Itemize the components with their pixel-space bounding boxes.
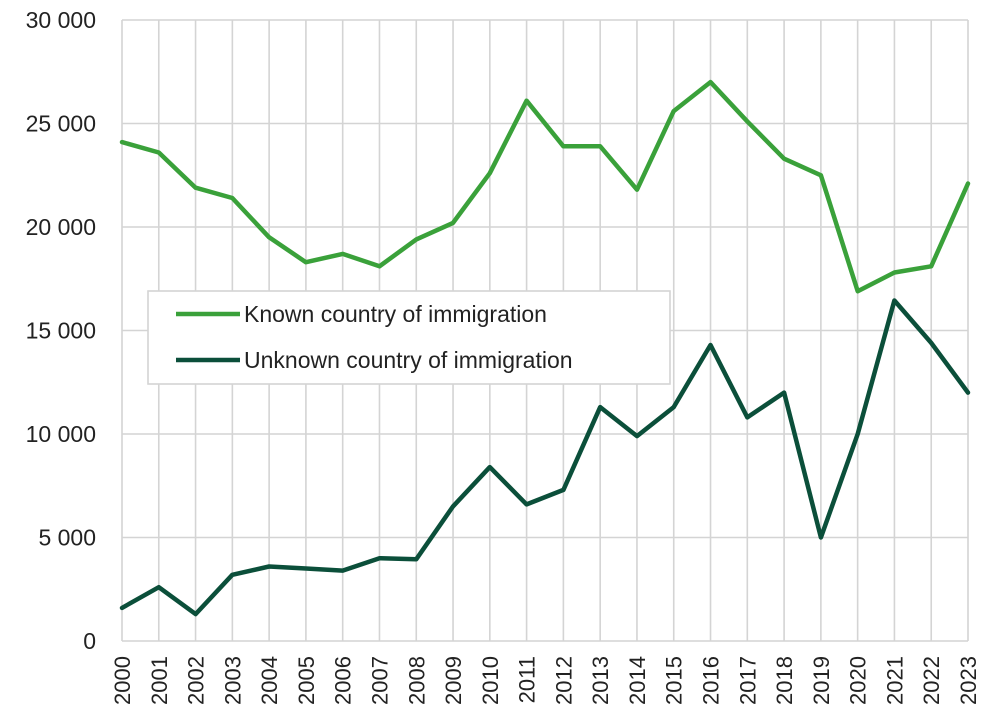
series-lines xyxy=(119,79,971,617)
x-tick-label: 2016 xyxy=(699,656,724,705)
y-tick-label: 5 000 xyxy=(38,525,96,551)
y-tick-label: 30 000 xyxy=(26,7,96,33)
y-tick-label: 10 000 xyxy=(26,421,96,447)
x-tick-label: 2019 xyxy=(809,656,834,705)
legend-label-known: Known country of immigration xyxy=(244,301,547,327)
y-tick-label: 0 xyxy=(83,628,96,654)
x-tick-label: 2001 xyxy=(147,656,172,705)
x-tick-label: 2020 xyxy=(846,656,871,705)
y-tick-label: 15 000 xyxy=(26,318,96,344)
x-tick-label: 2002 xyxy=(184,656,209,705)
x-tick-label: 2021 xyxy=(882,656,907,705)
x-tick-label: 2006 xyxy=(331,656,356,705)
legend-label-unknown: Unknown country of immigration xyxy=(244,347,573,373)
x-tick-label: 2000 xyxy=(110,656,135,705)
x-tick-label: 2015 xyxy=(662,656,687,705)
y-tick-label: 20 000 xyxy=(26,214,96,240)
x-tick-label: 2007 xyxy=(367,656,392,705)
x-tick-label: 2003 xyxy=(220,656,245,705)
legend-box xyxy=(147,290,671,385)
y-tick-label: 25 000 xyxy=(26,111,96,137)
x-tick-label: 2013 xyxy=(588,656,613,705)
x-tick-label: 2009 xyxy=(441,656,466,705)
x-tick-label: 2017 xyxy=(735,656,760,705)
y-axis-ticks: 0 5 000 10 000 15 000 20 000 25 000 30 000 xyxy=(26,7,96,654)
series-line-known xyxy=(119,79,971,294)
x-tick-label: 2004 xyxy=(257,656,282,705)
x-tick-label: 2005 xyxy=(294,656,319,705)
x-tick-label: 2012 xyxy=(551,656,576,705)
series-line-unknown xyxy=(119,298,971,617)
x-tick-label: 2011 xyxy=(515,656,540,703)
x-axis-ticks: 2000 2001 2002 2003 2004 2005 2006 2007 2008 2009… xyxy=(110,656,981,705)
x-tick-label: 2023 xyxy=(956,656,981,705)
x-tick-label: 2008 xyxy=(404,656,429,705)
x-tick-label: 2022 xyxy=(919,656,944,705)
legend: Known country of immigration Unknown cou… xyxy=(147,290,671,385)
x-tick-label: 2014 xyxy=(625,656,650,705)
x-tick-label: 2010 xyxy=(478,656,503,705)
x-tick-label: 2018 xyxy=(772,656,797,705)
